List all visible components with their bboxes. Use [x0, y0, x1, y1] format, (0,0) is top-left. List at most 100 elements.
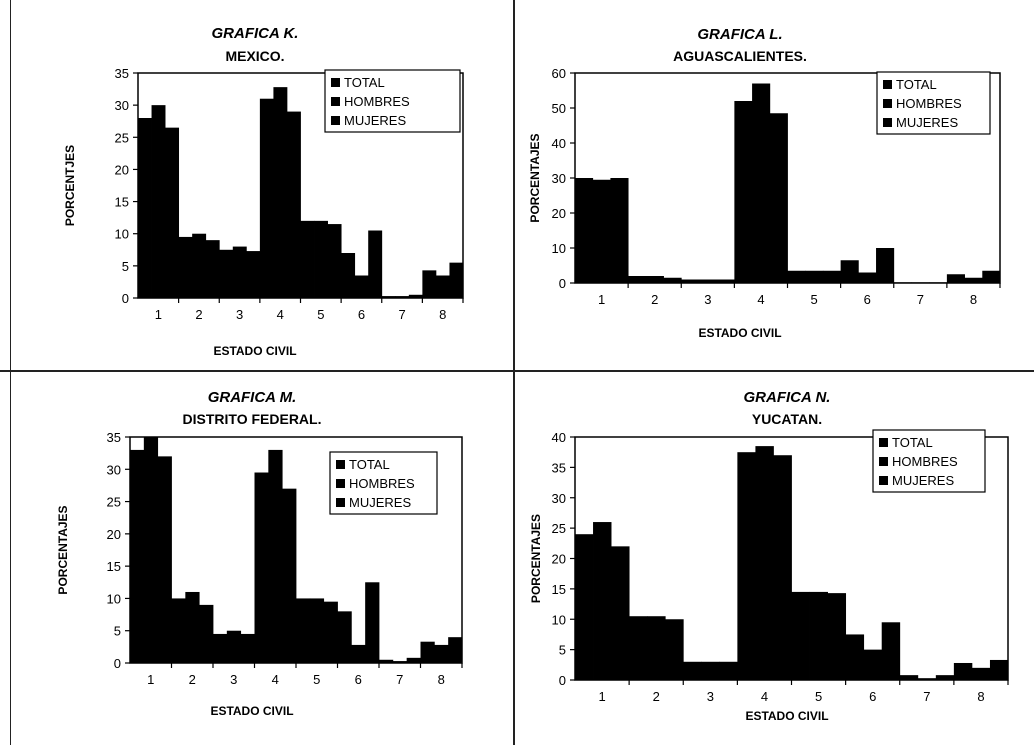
x-tick-label: 3 — [704, 292, 711, 307]
bar-mujeres — [246, 251, 261, 298]
bar-total — [893, 282, 912, 283]
x-tick-label: 5 — [313, 672, 320, 687]
x-tick-label: 8 — [438, 672, 445, 687]
bar-mujeres — [769, 113, 788, 283]
y-tick-label: 35 — [115, 66, 129, 81]
bar-hombres — [701, 661, 720, 680]
bar-mujeres — [323, 601, 338, 663]
bar-total — [219, 249, 234, 298]
y-tick-label: 10 — [552, 612, 566, 627]
bar-hombres — [232, 246, 247, 298]
bar-hombres — [755, 446, 774, 680]
legend-box — [329, 451, 438, 515]
bar-mujeres — [610, 178, 629, 283]
x-tick-label: 7 — [923, 689, 930, 704]
chart-k-svg: GRAFICA K. MEXICO. 0 5 10 15 20 25 30 35 1 2 3 4 5 6 7 8 E… — [63, 25, 464, 358]
legend-label: HOMBRES — [344, 94, 410, 109]
bar-mujeres — [982, 270, 1001, 283]
y-tick-label: 10 — [107, 591, 121, 606]
bar-hombres — [752, 83, 771, 283]
y-tick-label: 0 — [559, 673, 566, 688]
bar-mujeres — [822, 270, 842, 283]
vertical-divider — [513, 0, 515, 745]
x-axis-label: ESTADO CIVIL — [745, 709, 828, 723]
bar-total — [341, 253, 356, 298]
y-tick-label: 5 — [114, 624, 121, 639]
chart-panel-l: GRAFICA L. AGUASCALIENTES. 0 10 20 30 40 50 60 1 2… — [516, 0, 1034, 370]
bar-mujeres — [408, 294, 423, 298]
bar-mujeres — [929, 282, 948, 283]
x-tick-label: 8 — [970, 292, 977, 307]
bar-hombres — [151, 105, 166, 299]
chart-title: GRAFICA K. — [212, 25, 299, 42]
bar-mujeres — [406, 657, 421, 663]
legend-swatch — [336, 460, 345, 469]
legend-label: TOTAL — [896, 77, 937, 92]
bar-hombres — [647, 616, 666, 680]
bar-total — [845, 634, 865, 680]
bar-hombres — [592, 179, 611, 283]
bar-hombres — [273, 87, 288, 299]
bar-total — [787, 270, 806, 283]
bar-hombres — [911, 282, 930, 283]
x-tick-label: 7 — [398, 307, 405, 322]
y-tick-label: 40 — [552, 430, 566, 445]
x-tick-label: 4 — [757, 292, 764, 307]
y-tick-label: 0 — [122, 291, 129, 306]
legend-swatch — [331, 78, 340, 87]
bar-mujeres — [282, 488, 297, 663]
x-axis-label: ESTADO CIVIL — [210, 704, 293, 718]
x-tick-label: 1 — [598, 689, 605, 704]
bar-mujeres — [199, 604, 214, 663]
bar-total — [683, 661, 702, 680]
x-tick-label: 6 — [864, 292, 871, 307]
bar-total — [629, 616, 648, 680]
bar-hombres — [392, 661, 408, 663]
x-tick-label: 6 — [358, 307, 365, 322]
chart-panel-m: GRAFICA M. DISTRITO FEDERAL. 0 5 10 15 20 25 30 3… — [0, 372, 512, 745]
y-tick-label: 30 — [552, 491, 566, 506]
bar-hombres — [698, 279, 718, 283]
x-tick-label: 1 — [598, 292, 605, 307]
bar-total — [946, 274, 965, 283]
x-tick-label: 5 — [810, 292, 817, 307]
bar-mujeres — [449, 262, 464, 298]
bar-mujeres — [881, 622, 901, 680]
bar-hombres — [809, 591, 828, 680]
y-tick-label: 0 — [559, 276, 566, 291]
y-axis-label: PORCENTAJES — [529, 514, 543, 603]
chart-n-svg: GRAFICA N. YUCATAN. 0 5 10 15 20 25 30 35 40 1 2 3 4 5 6… — [529, 389, 1009, 723]
y-axis-label: PORCENTAJES — [56, 505, 70, 594]
chart-subtitle: MEXICO. — [225, 48, 284, 64]
y-tick-label: 20 — [107, 527, 121, 542]
y-tick-label: 10 — [552, 241, 566, 256]
legend-swatch — [331, 116, 340, 125]
x-tick-label: 7 — [396, 672, 403, 687]
legend-swatch — [883, 99, 892, 108]
x-tick-label: 8 — [977, 689, 984, 704]
bar-total — [737, 452, 756, 680]
x-tick-label: 4 — [761, 689, 768, 704]
bar-hombres — [143, 437, 159, 663]
y-tick-label: 25 — [107, 495, 121, 510]
bar-hombres — [314, 220, 328, 298]
bar-total — [575, 534, 594, 680]
y-tick-label: 15 — [552, 582, 566, 597]
bar-hombres — [964, 277, 983, 283]
y-tick-label: 60 — [552, 66, 566, 81]
x-tick-label: 1 — [147, 672, 154, 687]
y-tick-label: 15 — [115, 195, 129, 210]
bar-hombres — [192, 233, 207, 298]
chart-title: GRAFICA M. — [208, 389, 297, 406]
bar-total — [138, 118, 152, 298]
y-tick-label: 5 — [122, 259, 129, 274]
y-tick-label: 30 — [107, 462, 121, 477]
bar-total — [381, 296, 396, 298]
horizontal-divider — [0, 370, 1034, 372]
x-tick-label: 3 — [707, 689, 714, 704]
y-axis-label: PORCENTAJES — [528, 133, 542, 222]
legend-swatch — [879, 476, 888, 485]
bar-total — [840, 260, 859, 283]
bar-mujeres — [240, 633, 255, 663]
